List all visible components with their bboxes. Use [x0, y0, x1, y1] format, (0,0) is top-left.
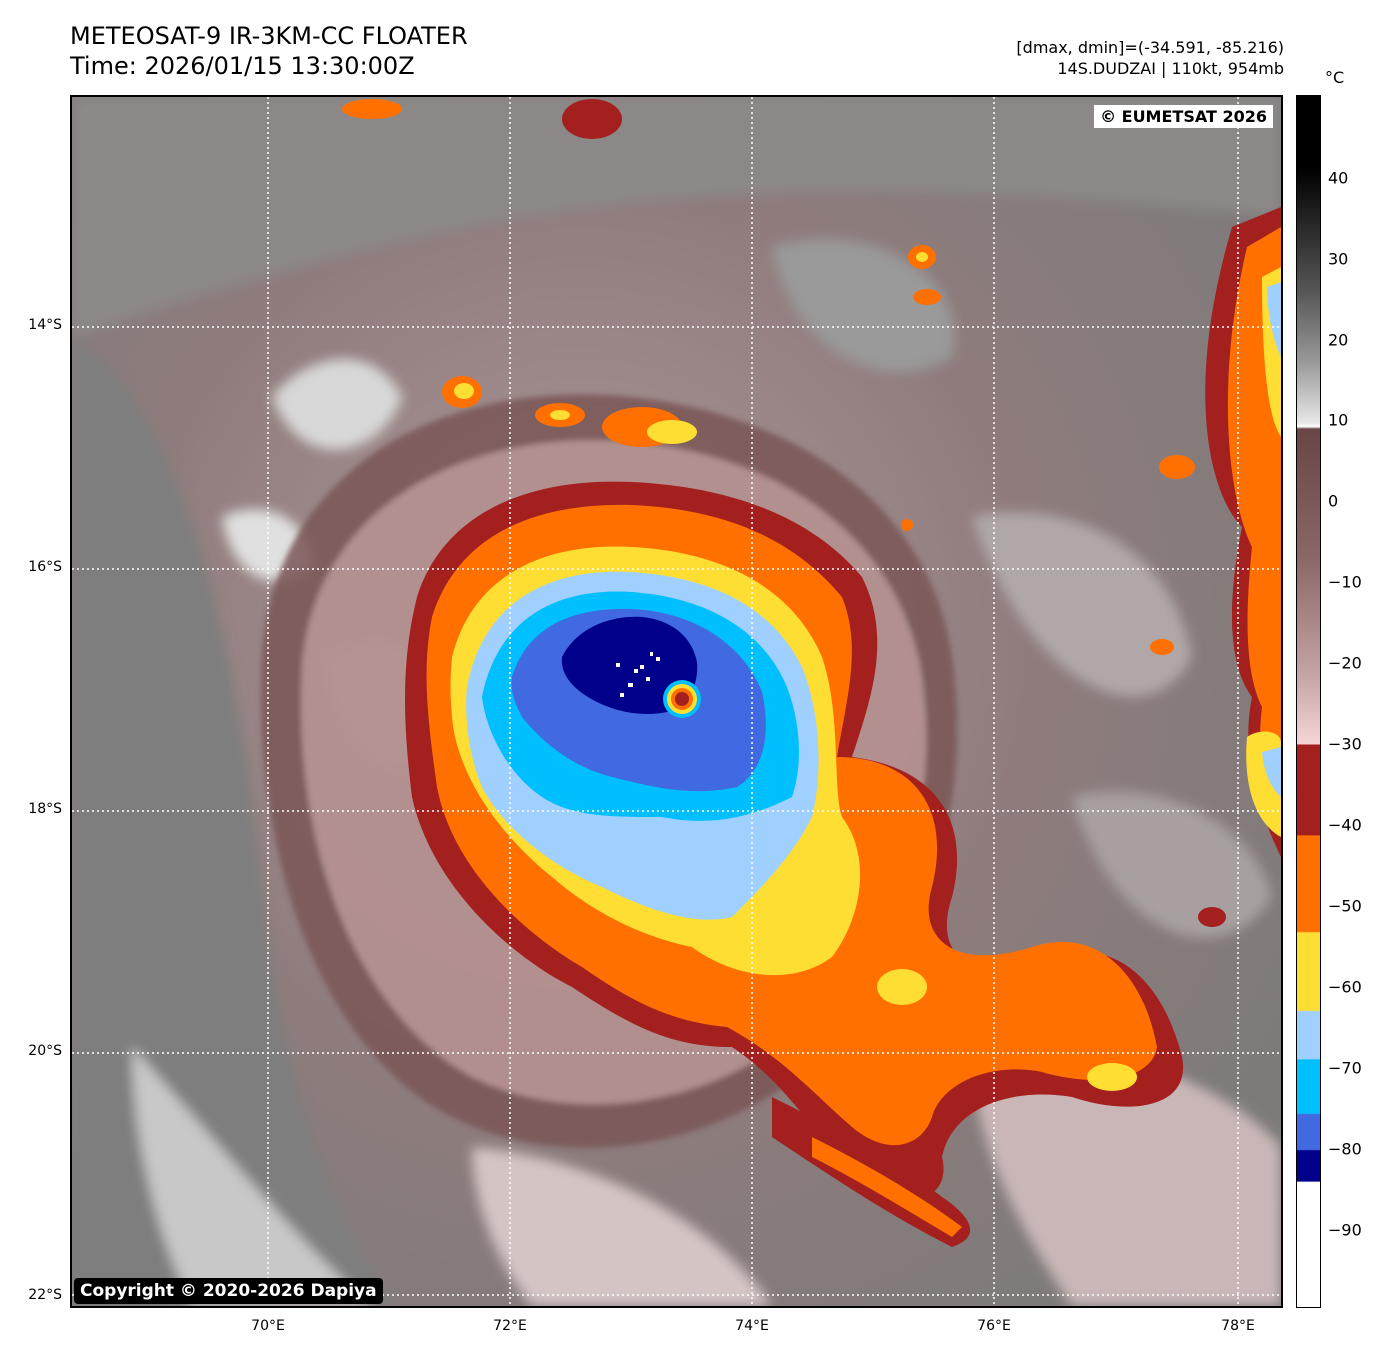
- lat-label-22s: 22°S: [28, 1287, 62, 1303]
- colorbar-tick: 0: [1328, 491, 1339, 511]
- lon-label-72e: 72°E: [493, 1318, 527, 1334]
- eumetsat-copyright: © EUMETSAT 2026: [1094, 105, 1273, 128]
- colorbar-tick: 10: [1328, 410, 1349, 430]
- lat-label-14s: 14°S: [28, 317, 62, 333]
- colorbar-tick: 20: [1328, 330, 1349, 350]
- timestamp-title: Time: 2026/01/15 13:30:00Z: [70, 52, 415, 80]
- storm-info-text: 14S.DUDZAI | 110kt, 954mb: [1057, 59, 1284, 78]
- lat-label-20s: 20°S: [28, 1043, 62, 1059]
- colorbar-tick: −20: [1328, 653, 1362, 673]
- colorbar-tick: −80: [1328, 1139, 1362, 1159]
- colorbar-tick: −90: [1328, 1220, 1362, 1240]
- ir-imagery: [72, 97, 1281, 1306]
- lon-label-78e: 78°E: [1221, 1318, 1255, 1334]
- colorbar-unit: °C: [1325, 68, 1345, 87]
- dapiya-copyright: Copyright © 2020-2026 Dapiya: [74, 1278, 383, 1304]
- colorbar-tick: −60: [1328, 977, 1362, 997]
- colorbar-tick: −50: [1328, 896, 1362, 916]
- colorbar-tick: −70: [1328, 1058, 1362, 1078]
- colorbar-tick: 30: [1328, 249, 1349, 269]
- colorbar-tick: −30: [1328, 734, 1362, 754]
- lon-label-74e: 74°E: [735, 1318, 769, 1334]
- colorbar-tick: 40: [1328, 168, 1349, 188]
- lat-label-16s: 16°S: [28, 559, 62, 575]
- satellite-map[interactable]: © EUMETSAT 2026 Copyright © 2020-2026 Da…: [70, 95, 1283, 1308]
- lat-label-18s: 18°S: [28, 801, 62, 817]
- graticule: [72, 97, 1281, 1306]
- lon-label-70e: 70°E: [251, 1318, 285, 1334]
- lon-label-76e: 76°E: [977, 1318, 1011, 1334]
- temperature-colorbar: [1296, 95, 1321, 1308]
- colorbar-tick: −10: [1328, 572, 1362, 592]
- product-title: METEOSAT-9 IR-3KM-CC FLOATER: [70, 22, 468, 50]
- colorbar-tick: −40: [1328, 815, 1362, 835]
- temperature-range-text: [dmax, dmin]=(-34.591, -85.216): [1016, 38, 1284, 57]
